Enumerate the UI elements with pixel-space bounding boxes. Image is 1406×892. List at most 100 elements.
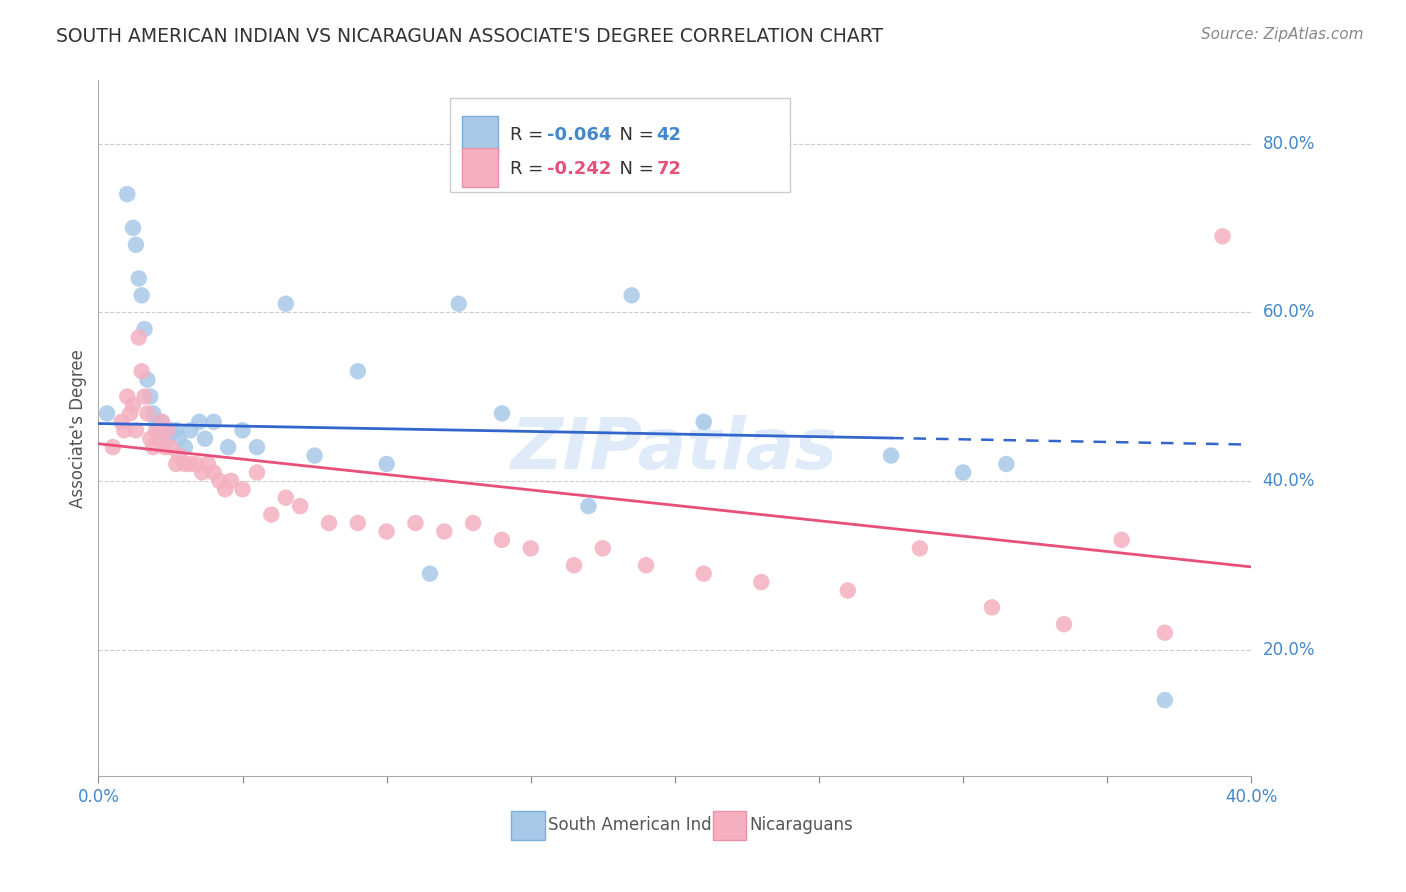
Point <box>995 457 1018 471</box>
Point <box>274 297 297 311</box>
Point <box>174 440 197 454</box>
Point <box>636 558 658 573</box>
Text: 72: 72 <box>657 161 682 178</box>
Point <box>231 423 254 437</box>
Text: R =: R = <box>510 126 548 144</box>
Point <box>159 423 181 437</box>
Point <box>981 600 1004 615</box>
Point <box>693 566 716 581</box>
Point <box>131 288 153 302</box>
Point <box>128 330 150 344</box>
Point <box>217 440 239 454</box>
Text: Source: ZipAtlas.com: Source: ZipAtlas.com <box>1201 27 1364 42</box>
Text: -0.242: -0.242 <box>547 161 612 178</box>
Point <box>150 415 173 429</box>
Point <box>134 390 156 404</box>
Text: N =: N = <box>607 126 659 144</box>
Point <box>148 432 170 446</box>
Point <box>246 440 269 454</box>
Point <box>128 271 150 285</box>
Point <box>837 583 859 598</box>
Point <box>131 364 153 378</box>
Point <box>112 423 135 437</box>
Point <box>447 297 470 311</box>
Point <box>260 508 283 522</box>
Text: 20.0%: 20.0% <box>1263 640 1315 658</box>
Point <box>520 541 543 556</box>
Text: Nicaraguans: Nicaraguans <box>749 816 853 834</box>
Point <box>202 466 225 480</box>
Point <box>202 415 225 429</box>
Point <box>110 415 132 429</box>
Point <box>145 423 167 437</box>
Point <box>142 406 165 420</box>
Point <box>1154 625 1177 640</box>
Point <box>592 541 614 556</box>
Point <box>952 466 974 480</box>
Point <box>491 406 513 420</box>
Point <box>174 457 197 471</box>
Point <box>134 322 156 336</box>
Point <box>188 415 211 429</box>
Point <box>491 533 513 547</box>
Point <box>167 432 190 446</box>
Text: ZIPatlas: ZIPatlas <box>512 415 838 483</box>
Point <box>191 466 214 480</box>
Point <box>433 524 456 539</box>
Point <box>880 449 903 463</box>
Point <box>693 415 716 429</box>
Point <box>125 237 148 252</box>
Point <box>231 483 254 497</box>
Text: SOUTH AMERICAN INDIAN VS NICARAGUAN ASSOCIATE'S DEGREE CORRELATION CHART: SOUTH AMERICAN INDIAN VS NICARAGUAN ASSO… <box>56 27 883 45</box>
Point <box>1053 617 1076 632</box>
Point <box>120 406 142 420</box>
Text: N =: N = <box>607 161 659 178</box>
Point <box>246 466 269 480</box>
Point <box>159 440 181 454</box>
Point <box>96 406 118 420</box>
Point <box>148 423 170 437</box>
Point <box>150 415 173 429</box>
Point <box>180 423 202 437</box>
Point <box>139 432 162 446</box>
Point <box>375 524 398 539</box>
Point <box>117 187 139 202</box>
Point <box>142 440 165 454</box>
Point <box>156 423 179 437</box>
Point <box>194 432 217 446</box>
Point <box>751 575 773 590</box>
Text: 80.0%: 80.0% <box>1263 135 1315 153</box>
Point <box>562 558 585 573</box>
Point <box>167 449 190 463</box>
Point <box>620 288 643 302</box>
Point <box>219 474 242 488</box>
Point <box>1111 533 1133 547</box>
FancyBboxPatch shape <box>713 811 747 840</box>
Point <box>461 516 484 530</box>
Point <box>180 457 202 471</box>
FancyBboxPatch shape <box>461 116 499 154</box>
Point <box>165 423 187 437</box>
Text: South American Indians: South American Indians <box>548 816 745 834</box>
Point <box>1154 693 1177 707</box>
Text: 42: 42 <box>657 126 682 144</box>
Point <box>304 449 326 463</box>
Y-axis label: Associate's Degree: Associate's Degree <box>69 349 87 508</box>
Point <box>122 220 145 235</box>
Point <box>153 423 176 437</box>
Point <box>122 398 145 412</box>
Point <box>346 364 368 378</box>
Point <box>136 406 159 420</box>
Text: R =: R = <box>510 161 548 178</box>
Point <box>208 474 231 488</box>
Point <box>153 440 176 454</box>
Point <box>165 457 187 471</box>
Point <box>136 373 159 387</box>
Point <box>318 516 340 530</box>
Point <box>290 499 312 513</box>
Point <box>578 499 600 513</box>
Point <box>186 457 208 471</box>
Text: 40.0%: 40.0% <box>1263 472 1315 490</box>
Point <box>405 516 427 530</box>
Point <box>346 516 368 530</box>
